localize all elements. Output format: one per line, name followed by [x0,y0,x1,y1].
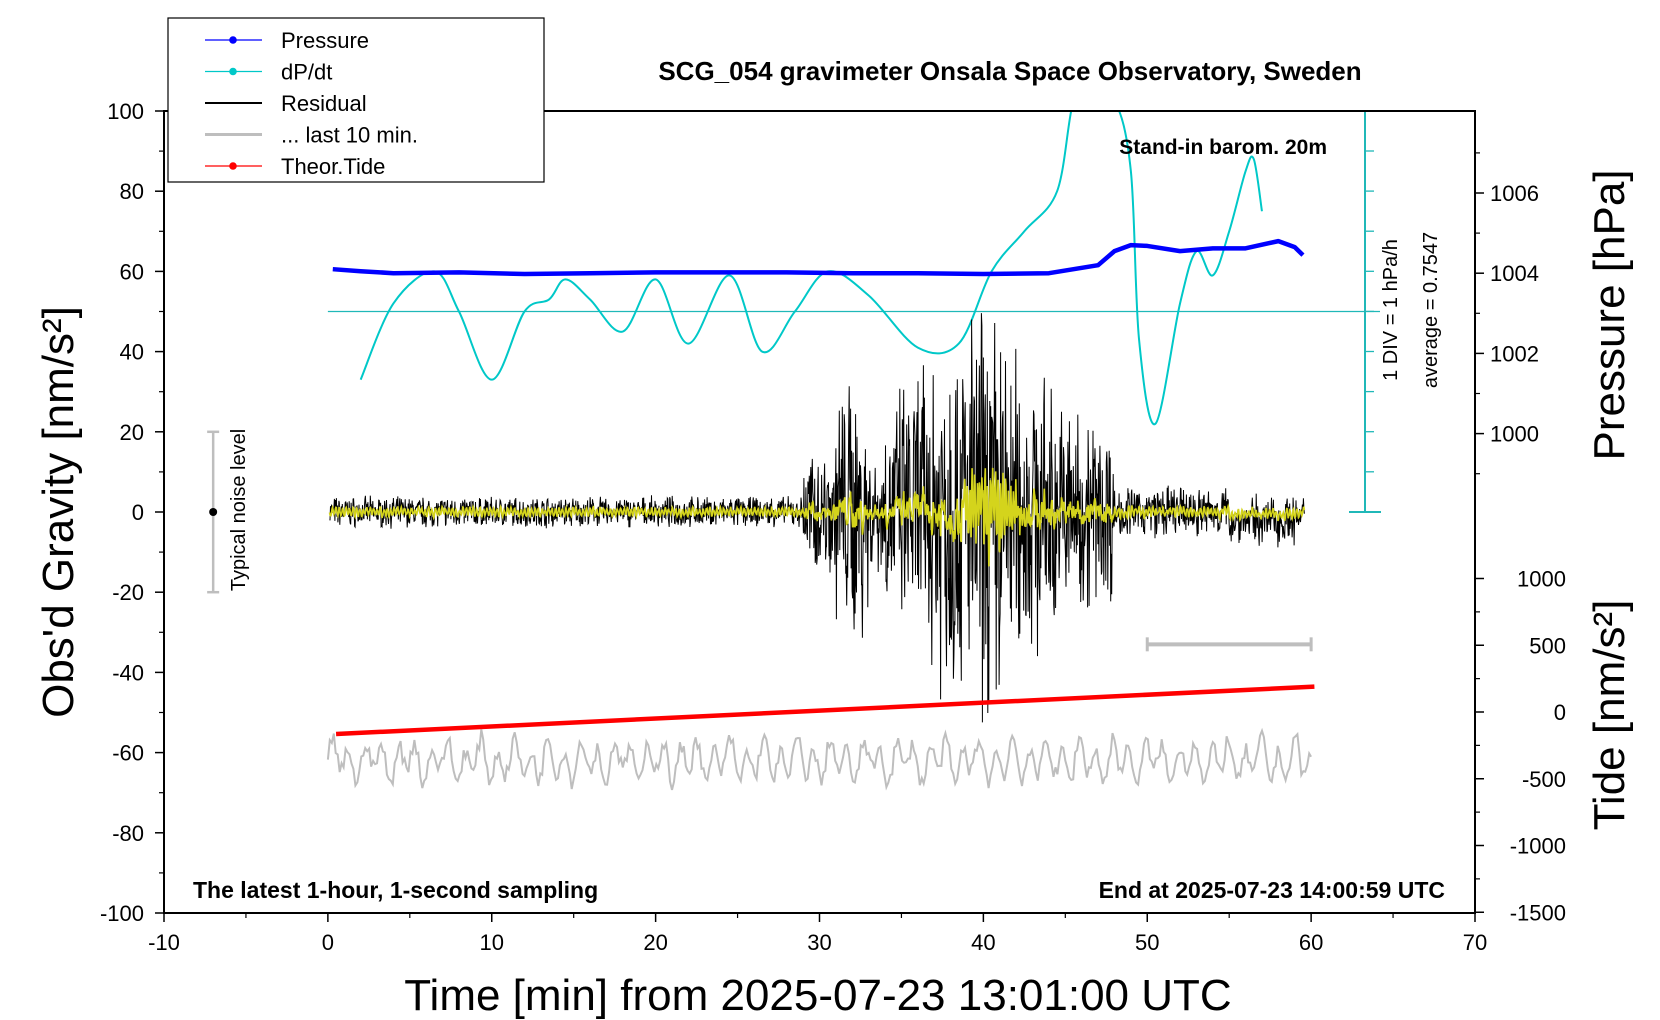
tide-tick-label: 0 [1554,700,1566,725]
legend: Pressure dP/dt Residual ... last 10 min. The… [167,17,545,183]
tide-tick-label: 1000 [1517,567,1566,592]
y-tick-label: 100 [107,99,144,124]
y-axis-title: Obs'd Gravity [nm/s²] [34,306,83,718]
last-10min-series-line [326,727,1312,791]
x-tick-label: 10 [480,930,504,955]
x-tick-label: 40 [971,930,995,955]
x-tick-label: 20 [643,930,667,955]
pressure-tick-label: 1004 [1490,261,1539,286]
legend-label: Theor.Tide [281,154,385,179]
x-tick-label: -10 [148,930,180,955]
noise-level-label: Typical noise level [228,429,250,591]
tide-axis-title: Tide [nm/s²] [1585,600,1634,831]
legend-label: Residual [281,91,367,116]
legend-label: dP/dt [281,60,332,85]
tide-tick-label: -1500 [1510,900,1566,925]
pressure-axis-title: Pressure [hPa] [1585,169,1634,460]
end-time-note: End at 2025-07-23 14:00:59 UTC [1099,877,1445,903]
div-scale-label: 1 DIV = 1 hPa/h [1380,239,1402,381]
pressure-tick-label: 1000 [1490,422,1539,447]
y-tick-label: 60 [120,259,144,284]
x-tick-label: 0 [322,930,334,955]
barometer-note: Stand-in barom. 20m [1119,136,1327,159]
legend-marker [229,67,237,76]
x-axis-title: Time [min] from 2025-07-23 13:01:00 UTC [404,971,1231,1020]
y-tick-label: -60 [112,741,144,766]
dpdt-series-line [359,111,1263,426]
y-tick-label: 40 [120,340,144,365]
tide-tick-label: 500 [1529,633,1566,658]
residual-smoothed-line [328,467,1306,567]
y-tick-label: -80 [112,821,144,846]
legend-label: Pressure [281,28,369,53]
data-curves [207,111,1381,791]
y-tick-label: 0 [132,500,144,525]
noise-level-center [209,508,218,516]
y-tick-label: -100 [100,901,144,926]
sampling-note: The latest 1-hour, 1-second sampling [193,877,598,903]
x-tick-label: 50 [1135,930,1159,955]
pressure-series-line [332,238,1305,277]
x-tick-label: 30 [807,930,831,955]
x-tick-label: 60 [1299,930,1323,955]
pressure-tick-label: 1002 [1490,341,1539,366]
tide-tick-label: -500 [1522,767,1566,792]
chart-title: SCG_054 gravimeter Onsala Space Observat… [658,56,1361,86]
tide-tick-label: -1000 [1510,834,1566,859]
legend-marker [229,36,237,44]
x-tick-label: 70 [1463,930,1487,955]
y-tick-label: -40 [112,660,144,685]
legend-box [167,17,545,183]
average-label: average = 0.7547 [1420,232,1442,388]
y-tick-label: 80 [120,179,144,204]
y-tick-label: 20 [120,420,144,445]
y-tick-label: -20 [112,580,144,605]
legend-marker [229,162,237,170]
axis-ticks: -10 0 10 20 30 40 50 60 70-100-80-60-40-20020406… [100,99,1566,955]
tide-series-line [335,684,1315,737]
legend-label: ... last 10 min. [281,123,418,148]
pressure-tick-label: 1006 [1490,181,1539,206]
